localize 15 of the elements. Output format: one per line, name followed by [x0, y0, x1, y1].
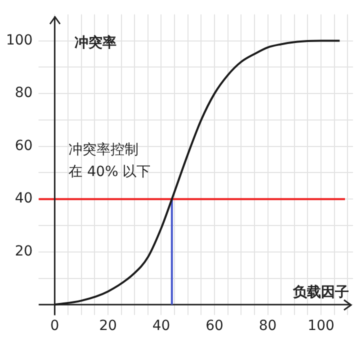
- x-tick-label: 40: [152, 318, 170, 334]
- y-tick-label: 20: [14, 244, 33, 260]
- x-tick-label: 100: [308, 318, 334, 334]
- x-axis-title: 负载因子: [292, 284, 349, 301]
- y-tick-label: 100: [6, 32, 33, 48]
- x-tick-label: 60: [206, 318, 224, 334]
- y-axis-title: 冲突率: [74, 34, 117, 51]
- annotation: 冲突率控制: [68, 142, 139, 158]
- x-tick-label: 20: [99, 318, 117, 334]
- x-tick-label: 0: [50, 318, 60, 334]
- y-tick-label: 60: [14, 138, 33, 154]
- y-tick-label: 40: [14, 190, 33, 207]
- x-tick-label: 80: [258, 318, 277, 334]
- annotation: 在 40% 以下: [68, 164, 151, 180]
- y-tick-label: 80: [14, 85, 33, 102]
